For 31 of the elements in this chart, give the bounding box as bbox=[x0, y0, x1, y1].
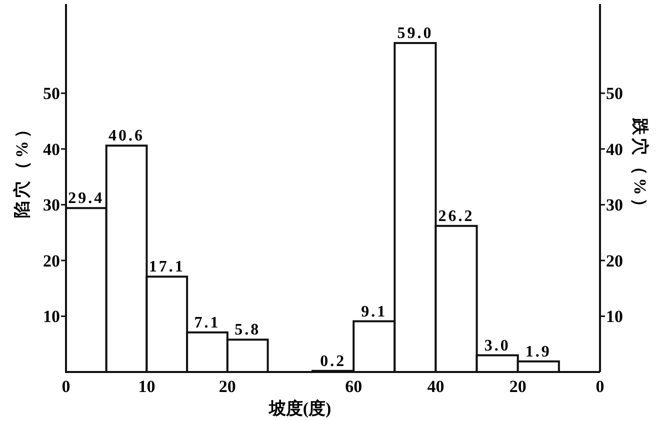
x-tick-label: 0 bbox=[596, 377, 604, 396]
x-tick-label: 40 bbox=[427, 377, 444, 396]
data-label: 0.2 bbox=[320, 352, 346, 370]
data-label: 3.0 bbox=[484, 337, 510, 354]
data-label: 59.0 bbox=[397, 25, 434, 42]
x-tick-label: 0 bbox=[62, 377, 70, 396]
y2-tick-label: 10 bbox=[606, 307, 623, 326]
x-tick-label: 20 bbox=[218, 377, 236, 396]
data-label: 7.1 bbox=[194, 314, 220, 332]
y2-tick-label: 40 bbox=[606, 140, 623, 159]
y-tick-label: 50 bbox=[43, 84, 60, 104]
x-tick-label: 60 bbox=[345, 377, 362, 396]
y-tick-label: 10 bbox=[43, 307, 60, 326]
y2-axis-title: 跌穴（%） bbox=[630, 117, 650, 218]
x-tick-label: 10 bbox=[138, 377, 156, 396]
y-axis-title: 陷穴（%） bbox=[12, 118, 32, 218]
data-label: 29.4 bbox=[68, 190, 104, 208]
data-label: 1.9 bbox=[525, 343, 552, 360]
x-tick-label: 20 bbox=[509, 377, 526, 396]
y-tick-label: 30 bbox=[43, 196, 60, 215]
data-label: 17.1 bbox=[148, 258, 185, 276]
data-label: 26.2 bbox=[438, 208, 474, 225]
data-label: 5.8 bbox=[234, 322, 261, 339]
y2-tick-label: 50 bbox=[606, 84, 623, 104]
y2-tick-label: 30 bbox=[606, 196, 623, 215]
data-label: 9.1 bbox=[361, 303, 388, 320]
y-tick-label: 40 bbox=[43, 140, 60, 159]
y2-tick-label: 20 bbox=[606, 251, 623, 270]
y-tick-label: 20 bbox=[43, 251, 60, 270]
x-axis-title: 坡度(度) bbox=[268, 399, 332, 418]
data-label: 40.6 bbox=[108, 128, 145, 145]
